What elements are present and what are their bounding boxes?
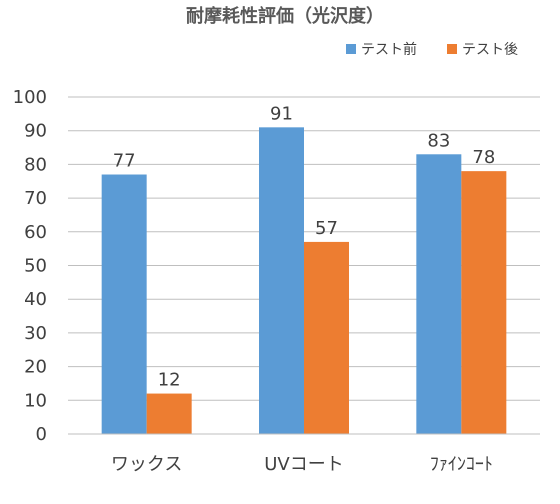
legend-swatch bbox=[346, 44, 356, 54]
legend-swatch bbox=[447, 44, 457, 54]
data-label: 91 bbox=[270, 103, 293, 124]
y-tick-label: 40 bbox=[24, 289, 47, 310]
y-tick-label: 50 bbox=[24, 256, 47, 277]
x-tick-label: ワックス bbox=[111, 454, 182, 475]
data-label: 78 bbox=[472, 147, 495, 168]
x-tick-label: ﾌｧｲﾝｺｰﾄ bbox=[430, 454, 493, 475]
data-label: 77 bbox=[113, 151, 136, 172]
legend-label: テスト前 bbox=[361, 41, 417, 58]
bar-before bbox=[101, 174, 147, 434]
y-axis: 0 10 20 30 40 50 60 70 80 90 100 bbox=[13, 87, 47, 445]
bar-after bbox=[461, 171, 507, 434]
bar-after bbox=[146, 393, 192, 434]
y-tick-label: 90 bbox=[24, 121, 47, 142]
y-tick-label: 30 bbox=[24, 323, 47, 344]
data-label: 57 bbox=[315, 218, 338, 239]
x-axis: ワックス UVコート ﾌｧｲﾝｺｰﾄ bbox=[68, 433, 540, 475]
legend-label: テスト後 bbox=[462, 42, 518, 58]
bar-before bbox=[416, 154, 462, 435]
y-tick-label: 20 bbox=[24, 357, 47, 378]
y-tick-label: 100 bbox=[13, 87, 47, 108]
y-tick-label: 80 bbox=[24, 154, 47, 175]
bar-after bbox=[304, 241, 349, 434]
data-label: 12 bbox=[158, 370, 181, 391]
data-labels: 77 91 83 12 57 78 bbox=[113, 103, 496, 390]
x-tick-label: UVコート bbox=[264, 454, 344, 475]
y-tick-label: 10 bbox=[24, 390, 47, 411]
bar-before bbox=[259, 127, 304, 434]
y-tick-label: 0 bbox=[36, 424, 47, 445]
bars bbox=[101, 127, 507, 435]
data-label: 83 bbox=[427, 130, 450, 151]
y-tick-label: 70 bbox=[24, 188, 47, 209]
legend: テスト前 テスト後 bbox=[346, 41, 518, 58]
y-tick-label: 60 bbox=[24, 222, 47, 243]
chart-title: 耐摩耗性評価（光沢度） bbox=[186, 5, 384, 27]
